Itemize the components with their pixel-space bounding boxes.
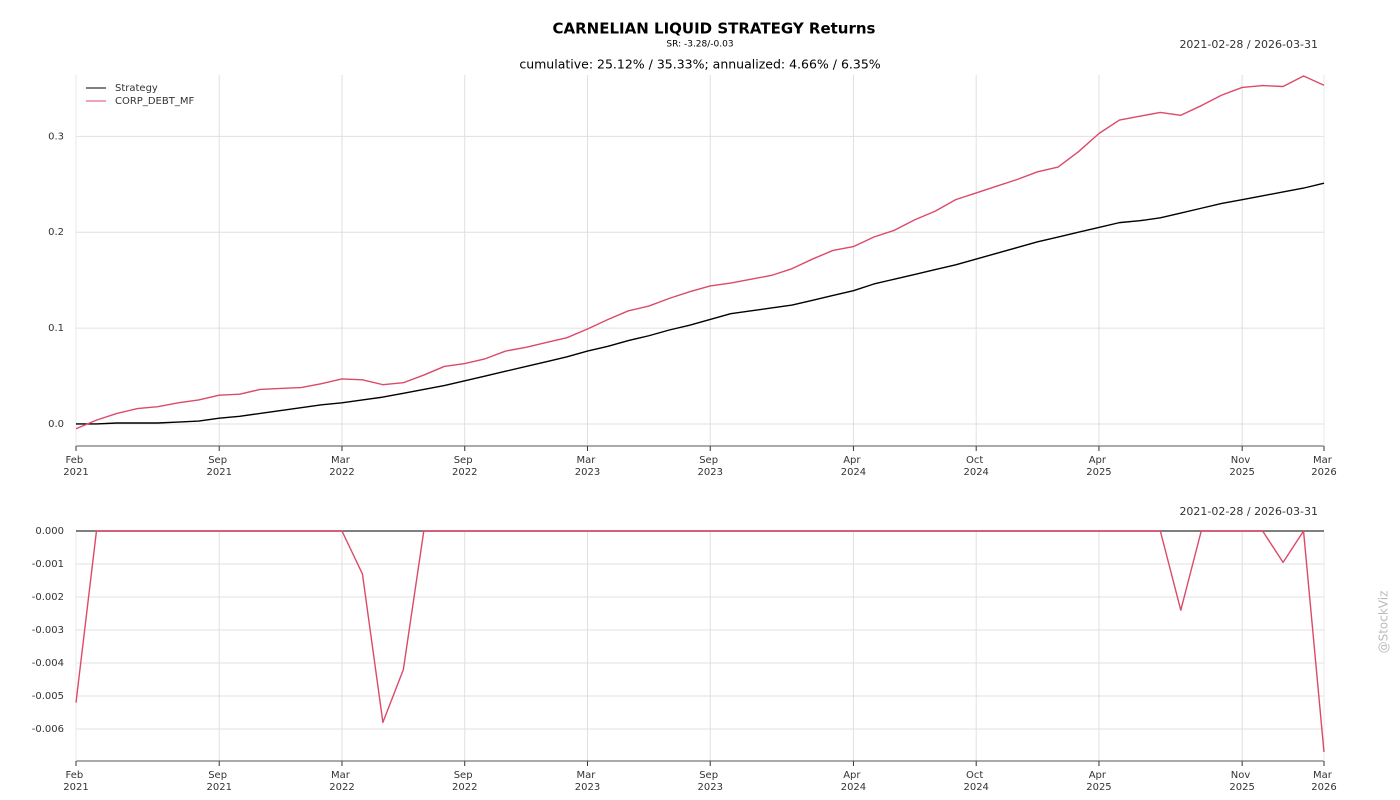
x-tick-label: Nov 2025	[1229, 770, 1254, 793]
x-tick-label: Feb 2021	[63, 455, 88, 478]
x-tick-label: Sep 2023	[698, 455, 723, 478]
x-tick-label: Mar 2022	[329, 770, 354, 793]
y-tick-label: -0.001	[32, 559, 64, 570]
chart-title: CARNELIAN LIQUID STRATEGY Returns	[553, 20, 876, 38]
legend-label: CORP_DEBT_MF	[115, 96, 194, 107]
x-tick-label: Sep 2021	[206, 770, 231, 793]
series-line	[76, 182, 1325, 425]
chart-subtitle: SR: -3.28/-0.03	[666, 40, 733, 50]
series-line	[75, 530, 1325, 753]
y-tick-label: -0.006	[32, 724, 64, 735]
x-tick-label: Sep 2022	[452, 770, 477, 793]
x-tick-label: Mar 2023	[575, 455, 600, 478]
x-tick-label: Nov 2025	[1229, 455, 1254, 478]
legend-label: Strategy	[115, 83, 158, 94]
date-range: 2021-02-28 / 2026-03-31	[1179, 505, 1318, 518]
date-range: 2021-02-28 / 2026-03-31	[1179, 38, 1318, 51]
x-tick-label: Apr 2024	[841, 770, 866, 793]
y-tick-label: 0.0	[48, 419, 64, 430]
x-tick-label: Mar 2023	[575, 770, 600, 793]
x-tick-label: Apr 2025	[1086, 455, 1111, 478]
x-tick-label: Apr 2024	[841, 455, 866, 478]
x-tick-label: Feb 2021	[63, 770, 88, 793]
y-tick-label: -0.003	[32, 625, 64, 636]
x-tick-label: Oct 2024	[963, 455, 988, 478]
watermark: @StockViz	[1377, 591, 1391, 654]
y-tick-label: 0.1	[48, 323, 64, 334]
x-tick-label: Apr 2025	[1086, 770, 1111, 793]
y-tick-label: -0.002	[32, 592, 64, 603]
x-tick-label: Oct 2024	[963, 770, 988, 793]
y-tick-label: 0.000	[35, 526, 64, 537]
y-tick-label: -0.005	[32, 691, 64, 702]
x-tick-label: Sep 2022	[452, 455, 477, 478]
x-tick-label: Sep 2021	[206, 455, 231, 478]
x-tick-label: Mar 2022	[329, 455, 354, 478]
y-tick-label: 0.3	[48, 131, 64, 142]
annotation: cumulative: 25.12% / 35.33%; annualized:…	[519, 57, 880, 72]
y-tick-label: 0.2	[48, 227, 64, 238]
series-line	[75, 75, 1325, 430]
y-tick-label: -0.004	[32, 658, 64, 669]
x-tick-label: Mar 2026	[1311, 770, 1336, 793]
x-tick-label: Sep 2023	[698, 770, 723, 793]
x-tick-label: Mar 2026	[1311, 455, 1336, 478]
